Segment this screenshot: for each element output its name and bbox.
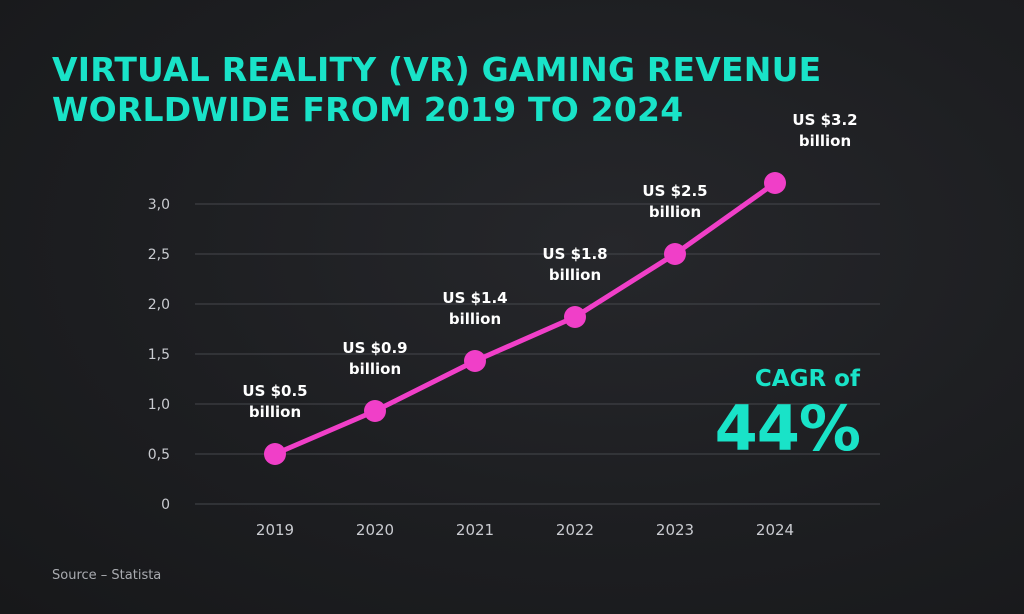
- y-tick-label: 2,5: [148, 247, 170, 263]
- data-point: [764, 172, 786, 194]
- y-tick-label: 0,5: [148, 447, 170, 463]
- series-line-layer: [272, 180, 778, 457]
- data-point: [564, 306, 586, 328]
- data-labels: US $0.5 billion US $0.9 billion US $1.4 billi…: [242, 111, 857, 421]
- data-point: [664, 243, 686, 265]
- data-label: US $2.5: [642, 182, 707, 200]
- data-points: [264, 172, 786, 465]
- x-tick-label: 2022: [556, 521, 594, 539]
- cagr-value: 44%: [714, 392, 861, 465]
- cagr-callout: CAGR of 44%: [700, 364, 861, 465]
- x-tick-label: 2020: [356, 521, 394, 539]
- x-tick-label: 2024: [756, 521, 794, 539]
- data-label: billion: [249, 403, 301, 421]
- data-label: billion: [799, 132, 851, 150]
- data-label: billion: [349, 360, 401, 378]
- chart-title-line-2: WORLDWIDE FROM 2019 TO 2024: [52, 90, 684, 129]
- data-label: US $0.5: [242, 382, 307, 400]
- series-line: [272, 180, 778, 457]
- chart-title-line-1: VIRTUAL REALITY (VR) GAMING REVENUE: [52, 50, 822, 89]
- y-tick-label: 1,5: [148, 347, 170, 363]
- data-label: US $0.9: [342, 339, 407, 357]
- data-point: [364, 400, 386, 422]
- cagr-label: CAGR of: [754, 366, 860, 392]
- source-note: Source – Statista: [52, 568, 162, 583]
- grid-lines: [195, 203, 880, 505]
- y-axis-tick-labels: 0 0,5 1,0 1,5 2,0 2,5 3,0: [148, 197, 170, 513]
- x-tick-label: 2023: [656, 521, 694, 539]
- data-point: [264, 443, 286, 465]
- data-label: US $3.2: [792, 111, 857, 129]
- chart-title: VIRTUAL REALITY (VR) GAMING REVENUE WORL…: [52, 50, 821, 130]
- data-label: billion: [649, 203, 701, 221]
- y-tick-label: 0: [161, 497, 170, 513]
- data-label: billion: [549, 266, 601, 284]
- data-point: [464, 350, 486, 372]
- data-label: billion: [449, 310, 501, 328]
- y-tick-label: 2,0: [148, 297, 170, 313]
- data-label: US $1.8: [542, 245, 607, 263]
- data-label: US $1.4: [442, 289, 507, 307]
- x-axis-tick-labels: 2019 2020 2021 2022 2023 2024: [256, 521, 794, 539]
- x-tick-label: 2019: [256, 521, 294, 539]
- x-tick-label: 2021: [456, 521, 494, 539]
- y-tick-label: 1,0: [148, 397, 170, 413]
- y-tick-label: 3,0: [148, 197, 170, 213]
